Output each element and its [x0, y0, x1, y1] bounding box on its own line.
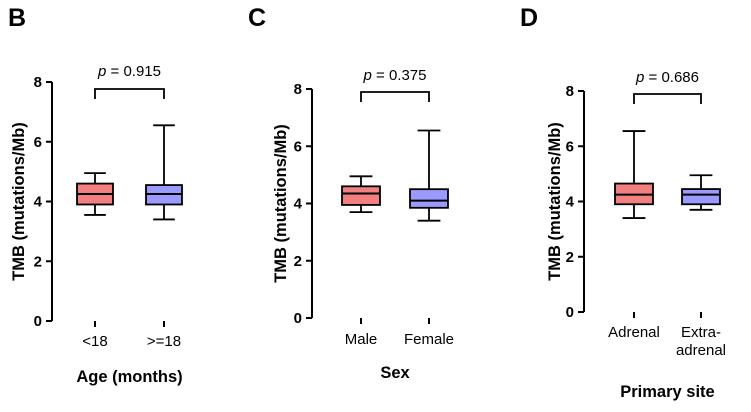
- y-tick-label: 8: [294, 81, 302, 98]
- p-value-number: = 0.686: [644, 69, 699, 86]
- p-value-prefix: p: [363, 67, 372, 84]
- y-tick-label: 2: [34, 253, 42, 270]
- y-tick-label: 0: [566, 304, 574, 321]
- y-tick-label: 8: [566, 83, 574, 100]
- panel-c: C 0 2 4 6 8 TMB (mutations/Mb) Male Female p = 0.…: [248, 4, 454, 382]
- y-tick-label: 4: [294, 196, 303, 213]
- y-axis-label: TMB (mutations/Mb): [10, 122, 28, 281]
- p-value-label: p = 0.375: [363, 67, 427, 84]
- panel-letter: C: [248, 4, 266, 32]
- y-tick-label: 0: [34, 313, 42, 330]
- y-tick-label: 4: [34, 194, 43, 211]
- panel-letter: D: [520, 4, 538, 32]
- iqr-box: [681, 188, 721, 206]
- y-tick-label: 2: [294, 253, 302, 270]
- category-label: Extra-adrenal: [676, 324, 726, 359]
- box-1: <18: [76, 172, 114, 350]
- category-label-line: Extra-: [681, 324, 721, 341]
- category-label: Female: [404, 331, 454, 348]
- category-label-line: <18: [82, 333, 107, 350]
- box-1: Male: [341, 175, 381, 348]
- category-label-line: Female: [404, 331, 454, 348]
- p-value-label: p = 0.915: [97, 63, 161, 80]
- category-label-line: >=18: [147, 333, 181, 350]
- significance-bracket: [633, 93, 702, 104]
- category-label-line: adrenal: [676, 342, 726, 359]
- y-tick-label: 8: [34, 74, 42, 91]
- category-label-line: Adrenal: [608, 324, 660, 341]
- box-2: Extra-adrenal: [676, 174, 726, 359]
- p-value-number: = 0.375: [372, 67, 427, 84]
- box-1: Adrenal: [608, 130, 660, 341]
- category-label-line: Male: [345, 331, 378, 348]
- p-value-prefix: p: [635, 69, 644, 86]
- x-axis-label: Sex: [380, 364, 410, 382]
- y-tick-label: 6: [566, 138, 574, 155]
- y-tick-label: 2: [566, 249, 574, 266]
- panel-letter: B: [8, 4, 26, 32]
- significance-bracket: [94, 88, 165, 99]
- category-label: >=18: [147, 333, 181, 350]
- x-axis-label: Age (months): [76, 368, 182, 386]
- box-2: >=18: [145, 124, 183, 350]
- iqr-box: [341, 185, 381, 206]
- category-label: <18: [82, 333, 107, 350]
- iqr-box: [409, 188, 449, 209]
- p-value-prefix: p: [97, 63, 106, 80]
- panel-d: D 0 2 4 6 8 TMB (mutations/Mb) Adrenal Extra-adr…: [520, 4, 726, 401]
- category-label: Adrenal: [608, 324, 660, 341]
- y-tick-label: 0: [294, 310, 302, 327]
- x-axis-label: Primary site: [620, 383, 714, 401]
- p-value-number: = 0.915: [106, 63, 161, 80]
- category-label: Male: [345, 331, 378, 348]
- box-2: Female: [404, 129, 454, 348]
- y-axis-label: TMB (mutations/Mb): [272, 124, 290, 283]
- y-tick-label: 6: [34, 134, 42, 151]
- y-tick-label: 4: [566, 194, 575, 211]
- significance-bracket: [360, 91, 430, 102]
- p-value-label: p = 0.686: [635, 69, 699, 86]
- y-tick-label: 6: [294, 138, 302, 155]
- panel-b: B 0 2 4 6 8 TMB (mutations/Mb) <18 >=18 p = 0.915…: [8, 4, 183, 386]
- y-axis-label: TMB (mutations/Mb): [546, 122, 564, 281]
